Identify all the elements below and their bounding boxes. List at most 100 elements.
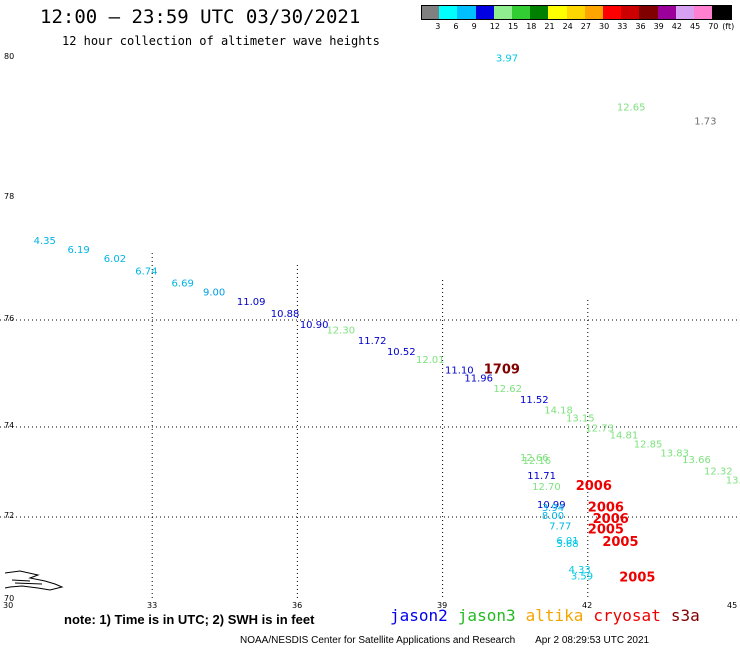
wave-height-label: 6.19 bbox=[68, 245, 90, 256]
wave-height-label: 8.00 bbox=[542, 511, 564, 522]
color-scale-label: 39 bbox=[653, 22, 664, 31]
credit-line: NOAA/NESDIS Center for Satellite Applica… bbox=[240, 635, 649, 646]
color-scale-swatch bbox=[475, 5, 495, 19]
color-scale-swatch bbox=[548, 5, 568, 19]
wave-height-label: 12.16 bbox=[522, 456, 551, 467]
wave-height-label: 10.52 bbox=[387, 347, 416, 358]
satellite-legend-entry: jason2 bbox=[390, 606, 448, 625]
wave-height-label: 6.74 bbox=[135, 266, 157, 277]
latitude-tick-label: 80 bbox=[4, 52, 15, 61]
lat-lon-grid bbox=[0, 253, 740, 600]
latitude-tick-label: 70 bbox=[4, 594, 15, 603]
color-scale-label: 70 bbox=[708, 22, 719, 31]
color-scale-swatch bbox=[694, 5, 713, 19]
color-scale-swatch bbox=[566, 5, 586, 19]
wave-height-label: 11.96 bbox=[464, 374, 493, 385]
wave-height-label: 12.70 bbox=[532, 482, 561, 493]
wave-height-label: 5.68 bbox=[556, 539, 578, 550]
wave-height-label: 11.10 bbox=[445, 366, 474, 377]
wave-height-label: 4.35 bbox=[34, 236, 56, 247]
wave-height-label: 12.85 bbox=[634, 439, 663, 450]
wave-height-label: 12.32 bbox=[704, 466, 733, 477]
longitude-tick-label: 36 bbox=[292, 601, 303, 610]
note-text: note: 1) Time is in UTC; 2) SWH is in fe… bbox=[64, 612, 315, 627]
wave-height-label: 11.52 bbox=[520, 395, 549, 406]
wave-height-label: 2006 bbox=[588, 501, 624, 516]
wave-height-label: 12.30 bbox=[326, 325, 355, 336]
wave-height-label: 13.83 bbox=[660, 448, 689, 459]
color-scale-label: 15 bbox=[508, 22, 519, 31]
wave-height-label: 10.88 bbox=[271, 309, 300, 320]
satellite-legend-entry: jason3 bbox=[457, 606, 516, 625]
wave-height-label: 2005 bbox=[619, 570, 655, 585]
wave-height-label: 12.73 bbox=[585, 424, 614, 435]
wave-height-label: 12.62 bbox=[493, 384, 522, 395]
longitude-tick-label: 45 bbox=[727, 601, 738, 610]
generated-timestamp: Apr 2 08:29:53 UTC 2021 bbox=[535, 635, 650, 646]
wave-height-label: 11.71 bbox=[527, 471, 556, 482]
color-scale-label: 42 bbox=[671, 22, 682, 31]
wave-height-label: 12.66 bbox=[520, 453, 549, 464]
wave-height-label: 3.94 bbox=[542, 503, 564, 514]
map-title: 12:00 – 23:59 UTC 03/30/2021 bbox=[40, 6, 361, 28]
wave-height-label: 1.73 bbox=[694, 117, 716, 128]
color-scale-frame bbox=[421, 5, 733, 20]
wave-height-label: 6.01 bbox=[556, 536, 578, 547]
wave-height-label: 11.72 bbox=[358, 336, 387, 347]
color-scale-swatch bbox=[712, 5, 732, 19]
color-scale-swatch bbox=[657, 5, 677, 19]
wave-height-label: 6.69 bbox=[172, 278, 194, 289]
land-coastline bbox=[4, 570, 64, 591]
wave-height-label: 2006 bbox=[576, 479, 612, 494]
color-scale-swatch bbox=[675, 5, 695, 19]
longitude-tick-label: 39 bbox=[437, 601, 448, 610]
satellite-legend: jason2 jason3 altika cryosat s3a bbox=[390, 606, 710, 625]
satellite-legend-entry: s3a bbox=[670, 606, 700, 625]
longitude-tick-label: 33 bbox=[147, 601, 158, 610]
wave-height-label: 7.77 bbox=[549, 521, 571, 532]
latitude-tick-label: 72 bbox=[4, 511, 15, 520]
wave-height-label: 3.59 bbox=[571, 571, 593, 582]
color-scale-swatch bbox=[512, 5, 531, 19]
color-scale-label: 30 bbox=[599, 22, 610, 31]
color-scale-label: 24 bbox=[562, 22, 573, 31]
color-scale-label: 12 bbox=[489, 22, 500, 31]
longitude-tick-label: 42 bbox=[582, 601, 593, 610]
color-scale-swatch bbox=[421, 5, 440, 19]
wave-height-label: 4.33 bbox=[568, 565, 590, 576]
color-scale-swatch bbox=[603, 5, 622, 19]
map-subtitle: 12 hour collection of altimeter wave hei… bbox=[62, 34, 380, 48]
wave-height-label: 14.81 bbox=[610, 430, 639, 441]
wave-height-label: 12.65 bbox=[617, 103, 646, 114]
wave-height-label: 13.66 bbox=[682, 455, 711, 466]
color-scale-label: 9 bbox=[471, 22, 477, 31]
wave-height-label: 13.11 bbox=[726, 475, 740, 486]
color-scale-swatch bbox=[457, 5, 477, 19]
latitude-tick-label: 76 bbox=[4, 314, 15, 323]
wave-height-label: 9.00 bbox=[203, 288, 225, 299]
credit-text: NOAA/NESDIS Center for Satellite Applica… bbox=[240, 635, 516, 646]
wave-height-label: 6.02 bbox=[104, 254, 126, 265]
satellite-legend-entry: altika bbox=[525, 606, 584, 625]
latitude-tick-label: 78 bbox=[4, 192, 15, 201]
color-scale-label: 21 bbox=[544, 22, 555, 31]
color-scale-swatch bbox=[639, 5, 659, 19]
color-scale-label: 3 bbox=[435, 22, 441, 31]
color-scale-label: 27 bbox=[580, 22, 591, 31]
wave-height-label: 13.15 bbox=[566, 414, 595, 425]
wave-height-label: 12.01 bbox=[416, 355, 445, 366]
wave-height-label: 2005 bbox=[602, 535, 638, 550]
color-scale-swatch bbox=[530, 5, 550, 19]
latitude-tick-label: 74 bbox=[4, 421, 15, 430]
color-scale-swatch bbox=[439, 5, 459, 19]
color-scale-swatch bbox=[621, 5, 641, 19]
wave-height-label: 14.18 bbox=[544, 406, 573, 417]
color-scale-label: 45 bbox=[690, 22, 701, 31]
color-scale-unit: (ft) bbox=[722, 22, 735, 31]
longitude-tick-label: 30 bbox=[3, 601, 14, 610]
wave-height-label: 1709 bbox=[484, 363, 520, 378]
wave-height-label: 3.97 bbox=[496, 54, 518, 65]
color-scale-label: 36 bbox=[635, 22, 646, 31]
satellite-legend-entry: cryosat bbox=[593, 606, 661, 625]
